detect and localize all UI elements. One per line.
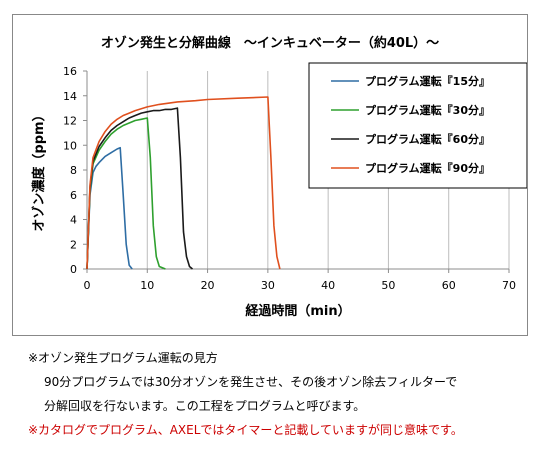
x-axis-label: 経過時間（min） [245, 303, 350, 319]
y-tick-label: 6 [70, 189, 77, 202]
chart-container: オゾン発生と分解曲線 ～インキュベーター（約40L）～ 0 2 4 6 8 10 12 14 16… [12, 14, 528, 336]
chart-title: オゾン発生と分解曲線 ～インキュベーター（約40L）～ [101, 35, 439, 51]
notes-line-1: 90分プログラムでは30分オゾンを発生させ、その後オゾン除去フィルターで [44, 375, 458, 389]
notes-heading: ※オゾン発生プログラム運転の見方 [28, 351, 218, 365]
series-line-1 [86, 146, 133, 270]
x-tick-label: 50 [381, 279, 395, 292]
legend-box [308, 62, 527, 189]
y-tick-label: 16 [63, 65, 77, 78]
legend-label-3: プログラム運転『60分』 [365, 132, 490, 146]
x-tick-label: 70 [502, 279, 516, 292]
series-line-4 [86, 96, 281, 270]
y-tick-label: 8 [70, 164, 77, 177]
legend-label-4: プログラム運転『90分』 [365, 161, 490, 175]
legend-label-1: プログラム運転『15分』 [365, 74, 490, 88]
y-axis-label: オゾン濃度（ppm） [31, 108, 47, 231]
x-tick-label: 40 [321, 279, 335, 292]
series-line-3 [86, 107, 194, 270]
ozone-chart: オゾン発生と分解曲線 ～インキュベーター（約40L）～ 0 2 4 6 8 10 12 14 16… [31, 35, 527, 319]
y-tick-label: 0 [70, 263, 77, 276]
series-line-2 [86, 117, 166, 270]
notes-section: ※オゾン発生プログラム運転の見方 90分プログラムでは30分オゾンを発生させ、そ… [28, 346, 463, 442]
y-tick-label: 10 [63, 139, 77, 152]
y-tick-label: 12 [63, 115, 77, 128]
x-tick-label: 0 [84, 279, 91, 292]
x-tick-label: 20 [201, 279, 215, 292]
x-tick-label: 60 [442, 279, 456, 292]
notes-warning: ※カタログでプログラム、AXELではタイマーと記載していますが同じ意味です。 [28, 423, 463, 437]
y-tick-label: 14 [63, 90, 77, 103]
x-tick-label: 30 [261, 279, 275, 292]
y-tick-label: 4 [70, 214, 77, 227]
x-tick-label: 10 [140, 279, 154, 292]
legend-label-2: プログラム運転『30分』 [365, 103, 490, 117]
notes-line-2: 分解回収を行ないます。この工程をプログラムと呼びます。 [44, 399, 366, 413]
y-tick-label: 2 [70, 238, 77, 251]
